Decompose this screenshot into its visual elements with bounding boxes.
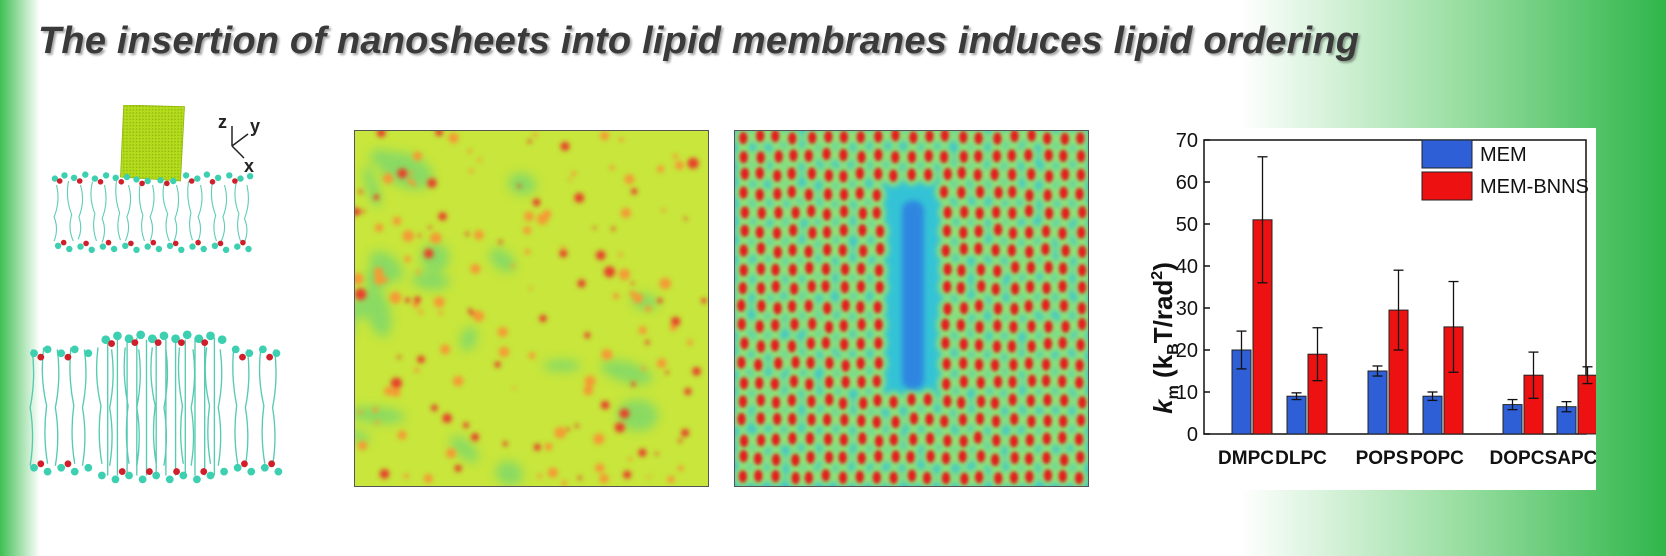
- legend-label: MEM: [1480, 144, 1527, 166]
- axis-z-label: z: [218, 112, 227, 132]
- legend-label: MEM-BNNS: [1480, 176, 1589, 198]
- ylabel-m: m: [1165, 385, 1182, 399]
- ylabel-b: B: [1165, 343, 1182, 355]
- membrane-with-nanosheet: [51, 105, 254, 253]
- y-tick-label: 10: [1176, 382, 1198, 404]
- axis-y-label: y: [250, 116, 260, 136]
- y-tick-label: 0: [1187, 424, 1198, 446]
- heatmap-disordered: [354, 130, 709, 487]
- y-tick-label: 60: [1176, 172, 1198, 194]
- x-tick-label: SAPC: [1545, 448, 1596, 469]
- axes-triad: z y x: [218, 112, 260, 176]
- y-tick-label: 20: [1176, 340, 1198, 362]
- bar-chart: km (kBT/rad2) 0 10 20 30 40 50 60 70 DMPC DLPC POP…: [1148, 130, 1598, 469]
- y-tick-label: 40: [1176, 256, 1198, 278]
- y-tick-label: 70: [1176, 130, 1198, 152]
- x-tick-label: POPS: [1356, 448, 1409, 469]
- x-tick-label: POPC: [1410, 448, 1464, 469]
- y-axis-label: km (kBT/rad2): [1148, 262, 1182, 414]
- ylabel-k: k: [1148, 398, 1178, 414]
- x-tick-label: DMPC: [1218, 448, 1274, 469]
- legend-swatch: [1421, 171, 1473, 201]
- svg-text:km (kBT/rad2): km (kBT/rad2): [1148, 262, 1182, 414]
- bar-chart-panel: km (kBT/rad2) 0 10 20 30 40 50 60 70 DMPC DLPC POP…: [1134, 128, 1598, 490]
- y-tick-label: 50: [1176, 214, 1198, 236]
- y-tick-label: 30: [1176, 298, 1198, 320]
- bar-mem-pops: [1367, 370, 1388, 435]
- ylabel-sup: 2: [1149, 271, 1166, 280]
- bar-mem-dlpc: [1286, 395, 1307, 435]
- heatmap-ordered: [734, 130, 1089, 487]
- ylabel-mid: T/rad: [1148, 280, 1178, 344]
- legend-swatch: [1421, 139, 1473, 169]
- legend: MEM MEM-BNNS: [1421, 139, 1589, 201]
- ylabel-open: (k: [1148, 354, 1178, 385]
- x-tick-label: DOPC: [1490, 448, 1545, 469]
- axis-x-label: x: [244, 156, 254, 176]
- membrane-bilayer: [29, 330, 283, 484]
- ylabel-close: ): [1148, 262, 1178, 271]
- lipid-bilayer: [51, 171, 254, 253]
- bar-mem-popc: [1422, 395, 1443, 435]
- nanosheet: [120, 105, 185, 182]
- x-tick-label: DLPC: [1275, 448, 1327, 469]
- page-title: The insertion of nanosheets into lipid m…: [38, 20, 1360, 62]
